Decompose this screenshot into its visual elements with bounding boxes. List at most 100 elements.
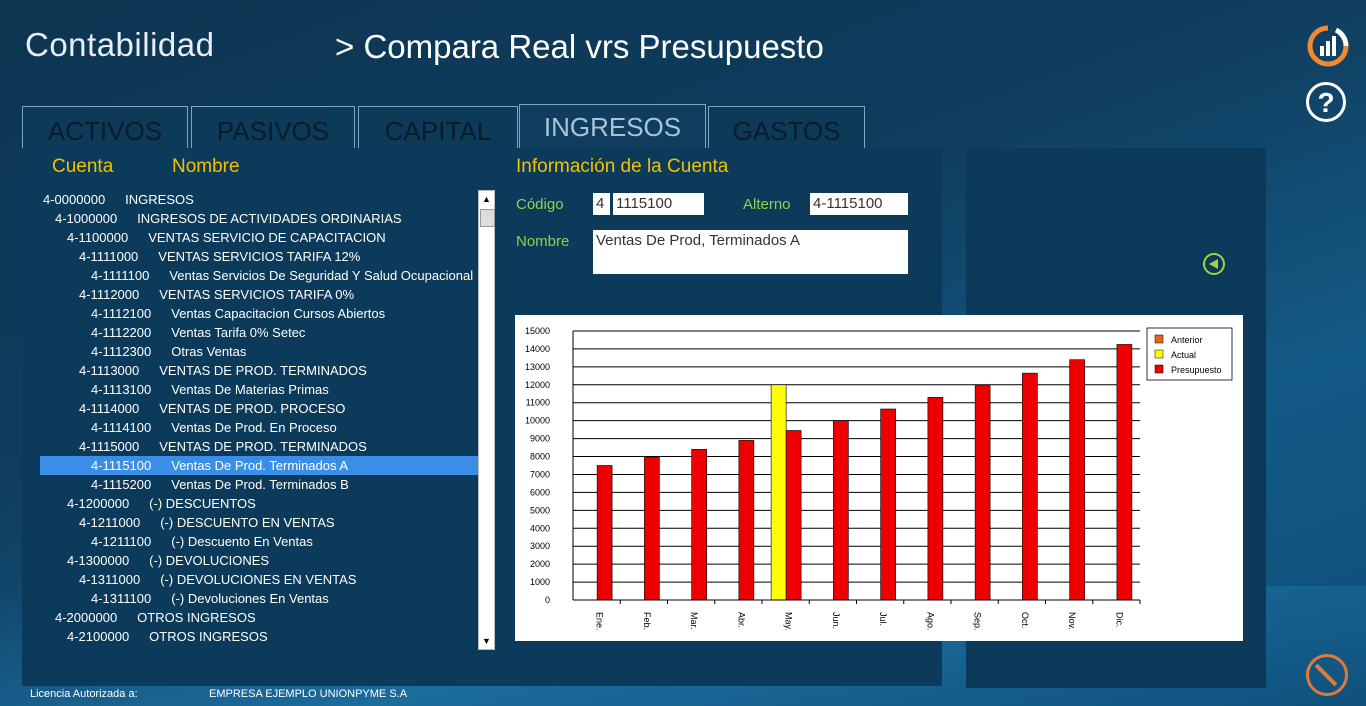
tree-row-name: VENTAS SERVICIO DE CAPACITACION bbox=[148, 230, 386, 245]
x-tick-label: Dic. bbox=[1114, 612, 1124, 628]
tree-row[interactable]: 4-1211100 (-) Descuento En Ventas bbox=[40, 532, 478, 551]
tree-row-code: 4-1114000 bbox=[79, 401, 140, 416]
x-tick-label: Abr. bbox=[736, 612, 746, 628]
x-tick-label: Ene. bbox=[595, 612, 605, 631]
tab-pasivos[interactable]: PASIVOS bbox=[191, 106, 355, 148]
x-tick-label: Feb. bbox=[642, 612, 652, 630]
tree-row-name: (-) Descuento En Ventas bbox=[171, 534, 313, 549]
tree-row-name: (-) DESCUENTOS bbox=[149, 496, 256, 511]
scroll-down-icon[interactable]: ▼ bbox=[482, 636, 491, 646]
y-tick-label: 13000 bbox=[525, 362, 550, 372]
tree-row-name: Ventas Servicios De Seguridad Y Salud Oc… bbox=[169, 268, 474, 283]
nombre-field[interactable]: Ventas De Prod, Terminados A bbox=[593, 230, 908, 274]
alterno-field[interactable]: 4-1115100 bbox=[810, 193, 908, 215]
tree-row[interactable]: 4-1000000 INGRESOS DE ACTIVIDADES ORDINAR… bbox=[40, 209, 478, 228]
tree-row-name: OTROS INGRESOS bbox=[149, 629, 268, 644]
bar-presupuesto bbox=[880, 408, 896, 601]
tree-row[interactable]: 4-1200000 (-) DESCUENTOS bbox=[40, 494, 478, 513]
tree-row-name: (-) Devoluciones En Ventas bbox=[171, 591, 329, 606]
tree-row[interactable]: 4-1112200 Ventas Tarifa 0% Setec bbox=[40, 323, 478, 342]
codigo-field[interactable]: 1115100 bbox=[613, 193, 704, 215]
tree-row[interactable]: 4-1311100 (-) Devoluciones En Ventas bbox=[40, 589, 478, 608]
tree-row[interactable]: 4-1300000 (-) DEVOLUCIONES bbox=[40, 551, 478, 570]
license-company: EMPRESA EJEMPLO UNIONPYME S.A bbox=[209, 688, 408, 700]
tree-row-name: Otras Ventas bbox=[171, 344, 247, 359]
tree-row[interactable]: 4-1113100 Ventas De Materias Primas bbox=[40, 380, 478, 399]
tree-row[interactable]: 4-1112100 Ventas Capacitacion Cursos Abie… bbox=[40, 304, 478, 323]
tree-row[interactable]: 4-1115100 Ventas De Prod. Terminados A bbox=[40, 456, 478, 475]
tree-row-code: 4-1211100 bbox=[91, 534, 152, 549]
bar-presupuesto bbox=[738, 440, 755, 601]
x-tick-label: Oct. bbox=[1020, 612, 1030, 629]
tree-row[interactable]: 4-1112300 Otras Ventas bbox=[40, 342, 478, 361]
tree-row-code: 4-1111000 bbox=[79, 249, 139, 264]
y-tick-label: 3000 bbox=[530, 541, 550, 551]
y-tick-label: 8000 bbox=[530, 452, 550, 462]
codigo-prefix-field[interactable]: 4 bbox=[593, 193, 610, 215]
tab-activos[interactable]: ACTIVOS bbox=[22, 106, 188, 148]
y-tick-label: 15000 bbox=[525, 326, 550, 336]
bar-presupuesto bbox=[1116, 344, 1133, 601]
cancel-icon[interactable] bbox=[1306, 654, 1348, 696]
tree-row-code: 4-1100000 bbox=[67, 230, 129, 245]
tab-capital[interactable]: CAPITAL bbox=[358, 106, 518, 148]
tree-row[interactable]: 4-1112000 VENTAS SERVICIOS TARIFA 0% bbox=[40, 285, 478, 304]
tab-gastos[interactable]: GASTOS bbox=[708, 106, 865, 148]
codigo-label: Código bbox=[516, 196, 564, 213]
tree-row[interactable]: 4-1111000 VENTAS SERVICIOS TARIFA 12% bbox=[40, 247, 478, 266]
x-tick-label: Ago. bbox=[925, 612, 935, 631]
bar-presupuesto bbox=[1022, 372, 1038, 601]
tree-row[interactable]: 4-1113000 VENTAS DE PROD. TERMINADOS bbox=[40, 361, 478, 380]
y-tick-label: 14000 bbox=[525, 344, 550, 354]
tree-row-code: 4-1114100 bbox=[91, 420, 152, 435]
help-icon[interactable]: ? bbox=[1306, 82, 1346, 122]
legend-swatch bbox=[1154, 334, 1164, 344]
y-tick-label: 2000 bbox=[530, 559, 550, 569]
tree-row[interactable]: 4-1115200 Ventas De Prod. Terminados B bbox=[40, 475, 478, 494]
tree-row-code: 4-1211000 bbox=[79, 515, 141, 530]
tree-row[interactable]: 4-1115000 VENTAS DE PROD. TERMINADOS bbox=[40, 437, 478, 456]
license-label: Licencia Autorizada a: bbox=[30, 688, 138, 700]
tree-scrollbar[interactable]: ▲ ▼ bbox=[478, 190, 495, 650]
scroll-thumb[interactable] bbox=[480, 209, 495, 227]
tree-row-code: 4-2100000 bbox=[67, 629, 130, 644]
tree-row[interactable]: 4-2000000 OTROS INGRESOS bbox=[40, 608, 478, 627]
x-tick-label: May. bbox=[784, 612, 794, 631]
bar-presupuesto bbox=[691, 449, 707, 601]
tree-row-name: VENTAS SERVICIOS TARIFA 12% bbox=[158, 249, 361, 264]
tree-row-name: (-) DEVOLUCIONES EN VENTAS bbox=[160, 572, 357, 587]
bar-presupuesto bbox=[644, 457, 660, 601]
tree-row[interactable]: 4-0000000 INGRESOS bbox=[40, 190, 478, 209]
y-tick-label: 12000 bbox=[525, 380, 550, 390]
tree-row-code: 4-1112300 bbox=[91, 344, 152, 359]
bar-presupuesto bbox=[927, 397, 944, 601]
tree-row[interactable]: 4-2100000 OTROS INGRESOS bbox=[40, 627, 478, 646]
tree-row[interactable]: 4-1114100 Ventas De Prod. En Proceso bbox=[40, 418, 478, 437]
comparison-chart: 0 1000 2000 3000 4000 5000 6000 7000 8000 9000 100… bbox=[515, 315, 1243, 641]
account-tree[interactable]: 4-0000000 INGRESOS 4-1000000 INGRESOS DE AC… bbox=[40, 190, 478, 650]
bar-presupuesto bbox=[833, 420, 849, 601]
tab-ingresos[interactable]: INGRESOS bbox=[519, 104, 706, 150]
bar-presupuesto bbox=[1069, 359, 1085, 601]
app-logo-icon[interactable] bbox=[1306, 24, 1350, 68]
tree-row-code: 4-1115000 bbox=[79, 439, 140, 454]
tree-row-code: 4-1115100 bbox=[91, 458, 152, 473]
tree-row[interactable]: 4-1114000 VENTAS DE PROD. PROCESO bbox=[40, 399, 478, 418]
chart-svg: 0 1000 2000 3000 4000 5000 6000 7000 8000 9000 100… bbox=[525, 326, 1233, 631]
tree-row-code: 4-1200000 bbox=[67, 496, 130, 511]
y-tick-label: 0 bbox=[545, 595, 550, 605]
y-tick-label: 10000 bbox=[525, 416, 550, 426]
tree-row-name: Ventas De Materias Primas bbox=[171, 382, 329, 397]
tree-row[interactable]: 4-1211000 (-) DESCUENTO EN VENTAS bbox=[40, 513, 478, 532]
y-tick-label: 7000 bbox=[530, 469, 550, 479]
tree-row[interactable]: 4-1111100 Ventas Servicios De Seguridad Y… bbox=[40, 266, 478, 285]
scroll-up-icon[interactable]: ▲ bbox=[482, 194, 491, 204]
bar-actual bbox=[770, 384, 787, 601]
page-title: > Compara Real vrs Presupuesto bbox=[335, 28, 824, 65]
tree-row-code: 4-1115200 bbox=[91, 477, 152, 492]
tree-row[interactable]: 4-1100000 VENTAS SERVICIO DE CAPACITACION bbox=[40, 228, 478, 247]
back-arrow-icon[interactable] bbox=[1203, 253, 1225, 275]
tree-row-code: 4-1113100 bbox=[91, 382, 152, 397]
tree-row[interactable]: 4-1311000 (-) DEVOLUCIONES EN VENTAS bbox=[40, 570, 478, 589]
tree-row-name: VENTAS DE PROD. PROCESO bbox=[159, 401, 346, 416]
